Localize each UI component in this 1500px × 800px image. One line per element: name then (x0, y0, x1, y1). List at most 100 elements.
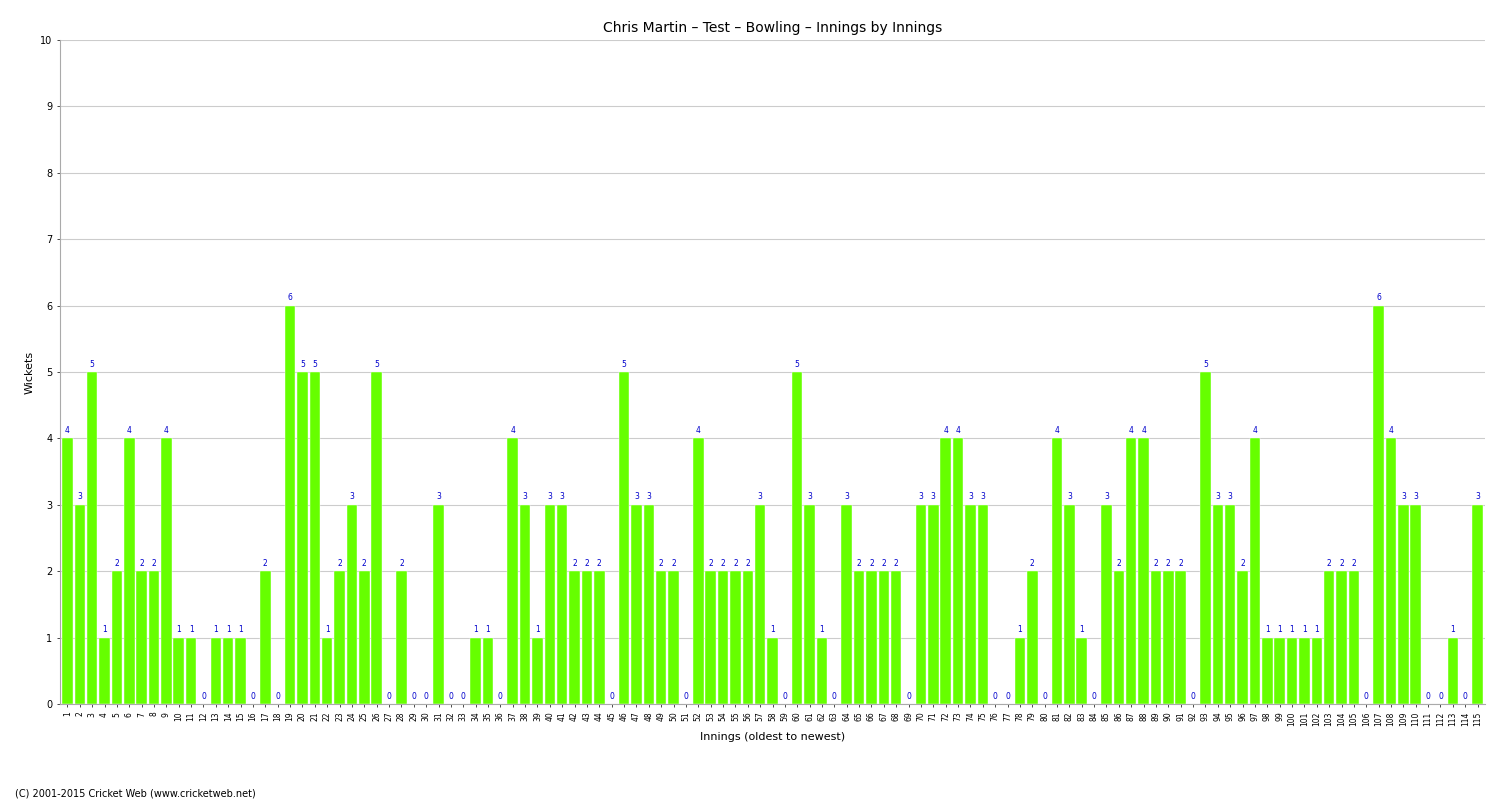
Bar (1113, 571, 1124, 704)
Bar (632, 505, 642, 704)
Text: 0: 0 (1462, 692, 1467, 701)
Text: 0: 0 (276, 692, 280, 701)
Text: 2: 2 (720, 559, 726, 568)
Text: 3: 3 (758, 493, 762, 502)
Text: 3: 3 (646, 493, 651, 502)
Bar (1101, 505, 1112, 704)
Text: 2: 2 (338, 559, 342, 568)
Text: 3: 3 (844, 493, 849, 502)
Text: 3: 3 (1474, 493, 1480, 502)
Bar (1348, 571, 1359, 704)
Text: 1: 1 (1017, 626, 1023, 634)
X-axis label: Innings (oldest to newest): Innings (oldest to newest) (700, 732, 844, 742)
Text: 2: 2 (1116, 559, 1120, 568)
Text: 4: 4 (64, 426, 70, 435)
Text: 2: 2 (114, 559, 120, 568)
Text: 0: 0 (1425, 692, 1431, 701)
Bar (75, 505, 86, 704)
Text: 1: 1 (770, 626, 776, 634)
Text: 1: 1 (1314, 626, 1318, 634)
Bar (940, 438, 951, 704)
Text: 0: 0 (423, 692, 429, 701)
Text: 2: 2 (362, 559, 366, 568)
Text: 2: 2 (140, 559, 144, 568)
Bar (1200, 372, 1210, 704)
Bar (532, 638, 543, 704)
Bar (160, 438, 171, 704)
Bar (705, 571, 716, 704)
Text: 1: 1 (1080, 626, 1084, 634)
Bar (309, 372, 320, 704)
Bar (891, 571, 902, 704)
Bar (174, 638, 184, 704)
Bar (879, 571, 890, 704)
Bar (952, 438, 963, 704)
Bar (507, 438, 518, 704)
Text: 0: 0 (1438, 692, 1443, 701)
Text: 2: 2 (152, 559, 156, 568)
Text: 3: 3 (1413, 493, 1418, 502)
Text: 4: 4 (128, 426, 132, 435)
Text: 3: 3 (548, 493, 552, 502)
Text: 1: 1 (1264, 626, 1269, 634)
Bar (656, 571, 666, 704)
Text: 5: 5 (90, 360, 94, 369)
Bar (1150, 571, 1161, 704)
Bar (124, 438, 135, 704)
Text: 2: 2 (1166, 559, 1170, 568)
Text: 2: 2 (399, 559, 404, 568)
Bar (471, 638, 482, 704)
Bar (754, 505, 765, 704)
Text: 3: 3 (981, 493, 986, 502)
Text: 3: 3 (807, 493, 812, 502)
Text: 1: 1 (238, 626, 243, 634)
Text: 0: 0 (201, 692, 206, 701)
Bar (334, 571, 345, 704)
Text: 3: 3 (634, 493, 639, 502)
Bar (1336, 571, 1347, 704)
Text: 4: 4 (1389, 426, 1394, 435)
Text: (C) 2001-2015 Cricket Web (www.cricketweb.net): (C) 2001-2015 Cricket Web (www.cricketwe… (15, 788, 255, 798)
Text: 2: 2 (746, 559, 750, 568)
Bar (1028, 571, 1038, 704)
Text: 3: 3 (350, 493, 354, 502)
Text: 2: 2 (1240, 559, 1245, 568)
Bar (1410, 505, 1420, 704)
Bar (1138, 438, 1149, 704)
Text: 2: 2 (868, 559, 874, 568)
Text: 1: 1 (536, 626, 540, 634)
Bar (978, 505, 988, 704)
Text: 2: 2 (894, 559, 898, 568)
Bar (358, 571, 369, 704)
Text: 6: 6 (288, 294, 292, 302)
Bar (570, 571, 580, 704)
Bar (556, 505, 567, 704)
Text: 3: 3 (1227, 493, 1233, 502)
Bar (742, 571, 753, 704)
Bar (483, 638, 494, 704)
Bar (1077, 638, 1088, 704)
Text: 2: 2 (658, 559, 663, 568)
Text: 3: 3 (436, 493, 441, 502)
Bar (136, 571, 147, 704)
Bar (644, 505, 654, 704)
Bar (1448, 638, 1458, 704)
Text: 0: 0 (1364, 692, 1368, 701)
Bar (1064, 505, 1074, 704)
Bar (111, 571, 122, 704)
Bar (322, 638, 333, 704)
Text: 0: 0 (411, 692, 416, 701)
Text: 3: 3 (1215, 493, 1221, 502)
Text: 0: 0 (684, 692, 688, 701)
Bar (1226, 505, 1236, 704)
Text: 2: 2 (1340, 559, 1344, 568)
Text: 0: 0 (1042, 692, 1047, 701)
Text: 2: 2 (734, 559, 738, 568)
Bar (210, 638, 220, 704)
Bar (236, 638, 246, 704)
Bar (1052, 438, 1062, 704)
Bar (186, 638, 196, 704)
Text: 3: 3 (932, 493, 936, 502)
Text: 1: 1 (1290, 626, 1294, 634)
Text: 2: 2 (585, 559, 590, 568)
